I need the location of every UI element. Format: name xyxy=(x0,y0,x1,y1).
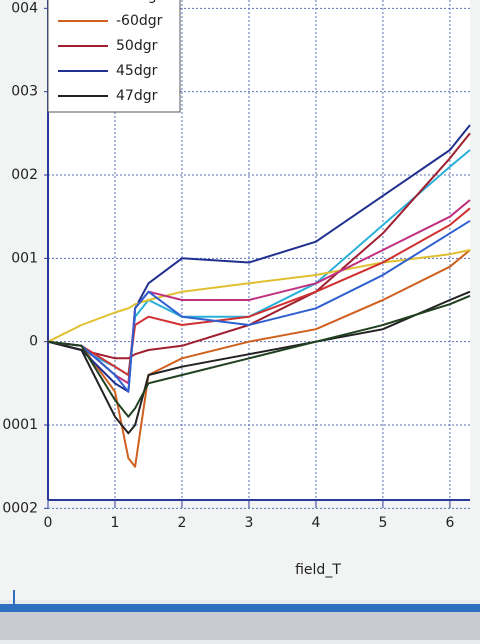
series-line xyxy=(47,207,471,376)
series-line xyxy=(47,132,471,360)
y-tick-label: 0 xyxy=(29,334,38,350)
series-line xyxy=(47,219,471,393)
legend-label: 50dgr xyxy=(116,38,158,54)
x-tick-label: 3 xyxy=(244,515,253,531)
series-line xyxy=(47,249,471,468)
legend-label: -30dgr xyxy=(116,0,163,4)
bezel xyxy=(0,612,480,640)
x-tick-label: 5 xyxy=(378,515,387,531)
series-line xyxy=(47,294,471,418)
legend-label: 45dgr xyxy=(116,63,158,79)
y-tick-label: 0001 xyxy=(2,417,38,433)
series-line xyxy=(47,124,471,393)
y-tick-label: 001 xyxy=(11,250,38,266)
y-tick-label: 002 xyxy=(11,167,38,183)
x-tick-label: 2 xyxy=(178,515,187,531)
x-axis-label: field_T xyxy=(295,562,341,578)
x-tick-label: 1 xyxy=(111,515,120,531)
taskbar-edge xyxy=(0,604,480,612)
legend-label: 47dgr xyxy=(116,88,158,104)
legend-label: -60dgr xyxy=(116,13,163,29)
x-tick-label: 0 xyxy=(44,515,53,531)
y-tick-label: 0002 xyxy=(2,500,38,516)
x-tick-label: 6 xyxy=(445,515,454,531)
y-tick-label: 003 xyxy=(11,84,38,100)
series-line xyxy=(47,290,471,435)
x-tick-label: 4 xyxy=(311,515,320,531)
legend-box xyxy=(47,0,181,113)
y-tick-label: 004 xyxy=(11,0,38,16)
